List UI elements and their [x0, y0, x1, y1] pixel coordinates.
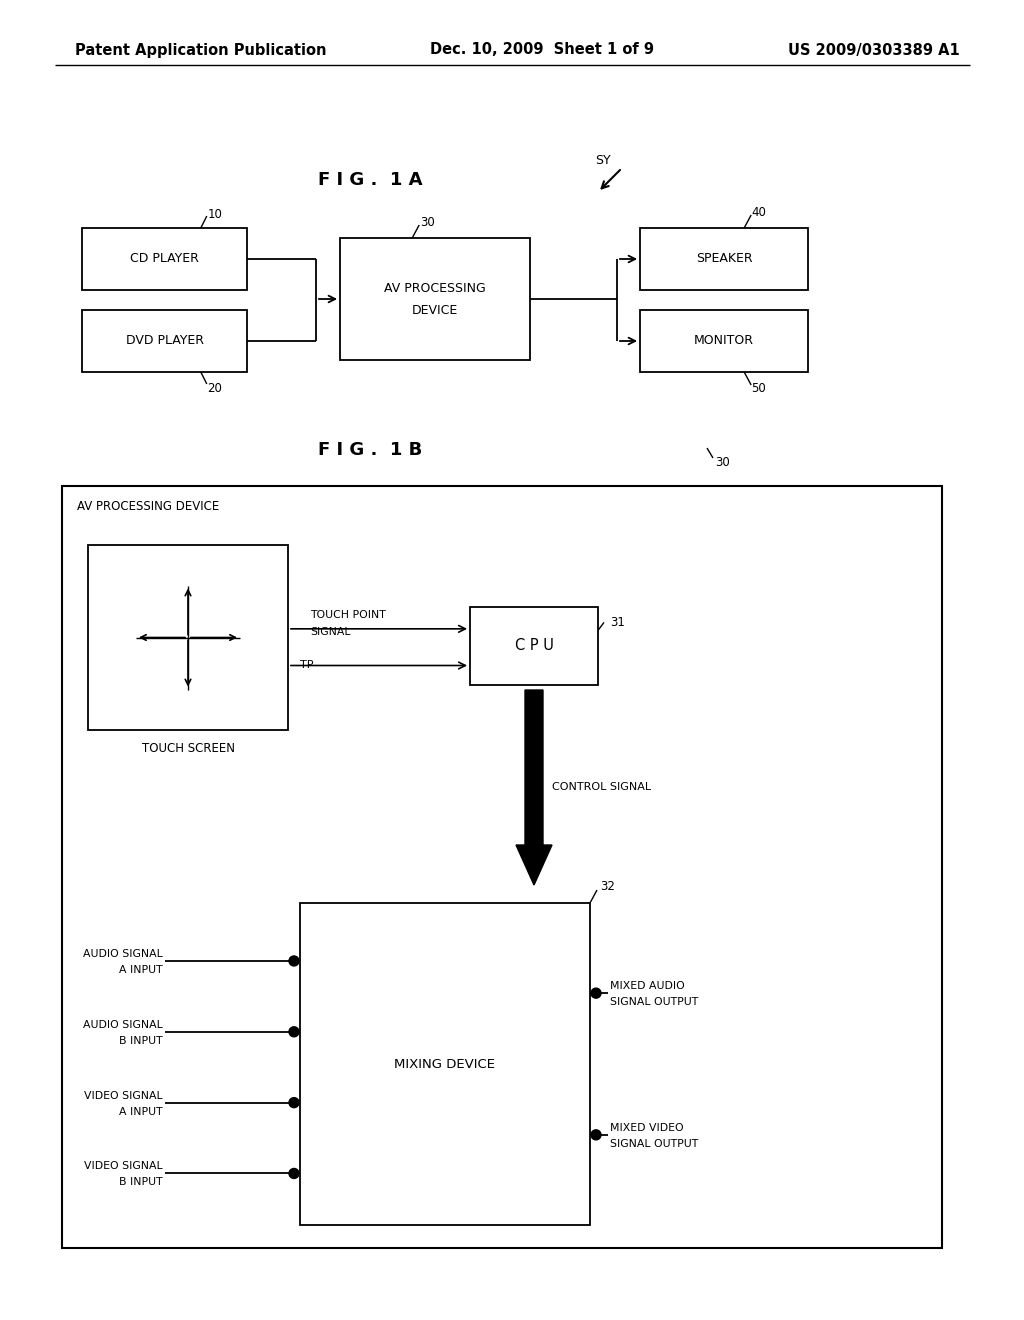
- Bar: [340, 238, 530, 360]
- Text: TOUCH SCREEN: TOUCH SCREEN: [141, 742, 234, 755]
- Text: TP: TP: [300, 660, 313, 671]
- Text: 10: 10: [208, 207, 222, 220]
- Text: MIXING DEVICE: MIXING DEVICE: [394, 1057, 496, 1071]
- Text: Dec. 10, 2009  Sheet 1 of 9: Dec. 10, 2009 Sheet 1 of 9: [430, 42, 654, 58]
- Bar: [300, 903, 590, 1225]
- Text: F I G .  1 A: F I G . 1 A: [317, 172, 422, 189]
- Text: DEVICE: DEVICE: [412, 305, 458, 318]
- Text: TOUCH POINT: TOUCH POINT: [310, 610, 386, 620]
- Bar: [88, 545, 288, 730]
- Circle shape: [289, 1168, 299, 1179]
- Text: F I G .  1 B: F I G . 1 B: [317, 441, 422, 459]
- Text: A INPUT: A INPUT: [120, 1106, 163, 1117]
- Text: SIGNAL: SIGNAL: [310, 627, 350, 636]
- Text: SPEAKER: SPEAKER: [695, 252, 753, 265]
- Text: CD PLAYER: CD PLAYER: [130, 252, 199, 265]
- Bar: [82, 310, 247, 372]
- Text: MIXED VIDEO: MIXED VIDEO: [610, 1123, 684, 1133]
- Circle shape: [591, 989, 601, 998]
- Bar: [470, 607, 598, 685]
- Text: VIDEO SIGNAL: VIDEO SIGNAL: [84, 1162, 163, 1171]
- Text: US 2009/0303389 A1: US 2009/0303389 A1: [788, 42, 961, 58]
- Text: DVD PLAYER: DVD PLAYER: [126, 334, 204, 347]
- Text: SY: SY: [595, 153, 610, 166]
- Text: CONTROL SIGNAL: CONTROL SIGNAL: [552, 783, 651, 792]
- Text: Patent Application Publication: Patent Application Publication: [75, 42, 327, 58]
- Text: MONITOR: MONITOR: [694, 334, 754, 347]
- Text: AV PROCESSING: AV PROCESSING: [384, 282, 485, 296]
- Text: B INPUT: B INPUT: [120, 1036, 163, 1045]
- Bar: [640, 310, 808, 372]
- Text: AV PROCESSING DEVICE: AV PROCESSING DEVICE: [77, 500, 219, 513]
- FancyArrow shape: [516, 690, 552, 884]
- Text: SIGNAL OUTPUT: SIGNAL OUTPUT: [610, 997, 698, 1007]
- Text: 40: 40: [751, 206, 766, 219]
- Circle shape: [289, 1027, 299, 1036]
- Bar: [640, 228, 808, 290]
- Text: 31: 31: [610, 616, 625, 630]
- Text: 50: 50: [751, 381, 766, 395]
- Text: A INPUT: A INPUT: [120, 965, 163, 975]
- Text: VIDEO SIGNAL: VIDEO SIGNAL: [84, 1090, 163, 1101]
- Text: 32: 32: [600, 880, 614, 894]
- Text: 30: 30: [420, 215, 434, 228]
- Text: MIXED AUDIO: MIXED AUDIO: [610, 981, 685, 991]
- Text: AUDIO SIGNAL: AUDIO SIGNAL: [83, 1020, 163, 1030]
- Bar: [62, 486, 942, 1247]
- Circle shape: [289, 1098, 299, 1107]
- Circle shape: [591, 1130, 601, 1140]
- Text: C P U: C P U: [515, 639, 553, 653]
- Circle shape: [289, 956, 299, 966]
- Text: AUDIO SIGNAL: AUDIO SIGNAL: [83, 949, 163, 958]
- Text: B INPUT: B INPUT: [120, 1177, 163, 1188]
- Text: 20: 20: [208, 381, 222, 395]
- Bar: [82, 228, 247, 290]
- Text: SIGNAL OUTPUT: SIGNAL OUTPUT: [610, 1139, 698, 1148]
- Text: 30: 30: [715, 455, 730, 469]
